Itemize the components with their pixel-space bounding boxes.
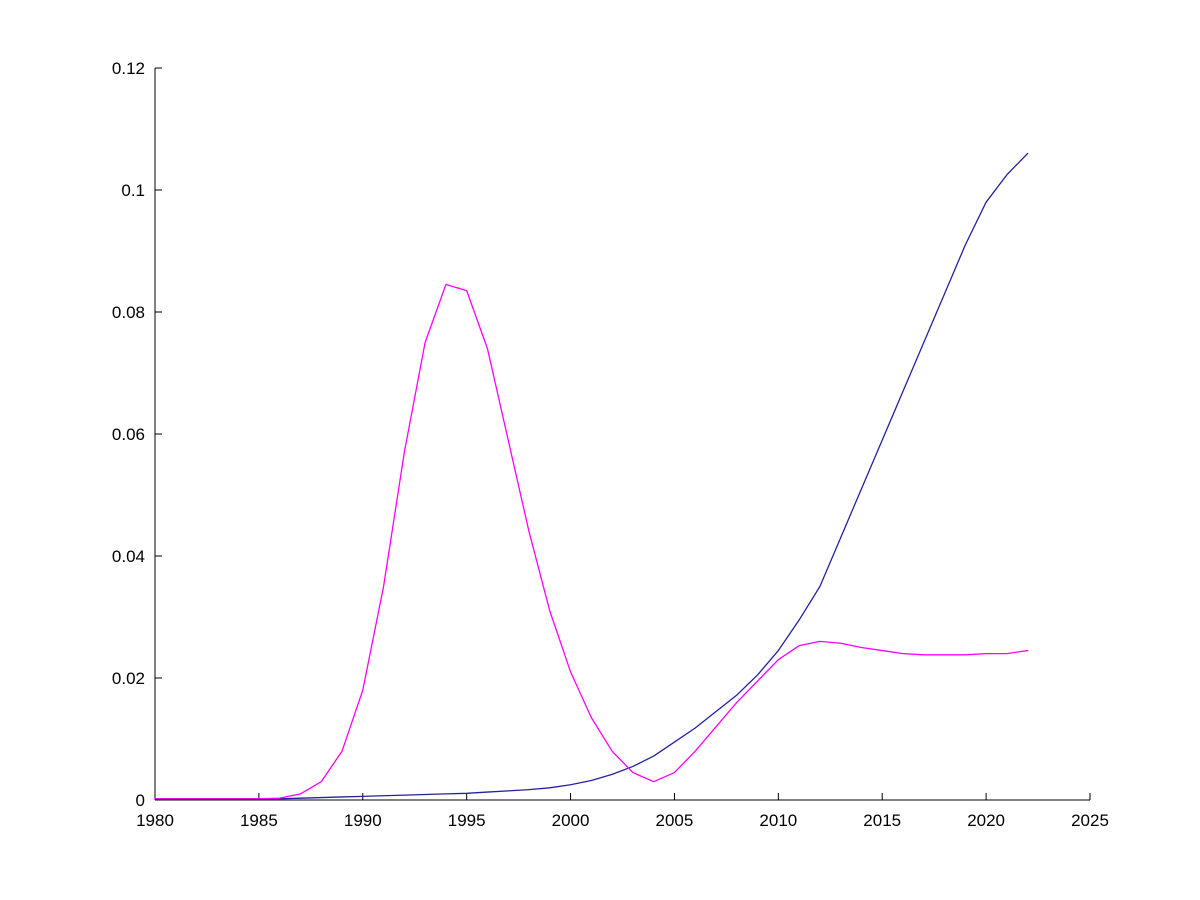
y-tick-label: 0.1 xyxy=(121,181,145,200)
x-tick-label: 1990 xyxy=(344,811,382,830)
x-tick-label: 1985 xyxy=(240,811,278,830)
x-tick-label: 2025 xyxy=(1071,811,1109,830)
y-tick-label: 0.08 xyxy=(112,303,145,322)
x-tick-label: 2020 xyxy=(967,811,1005,830)
y-tick-label: 0.02 xyxy=(112,669,145,688)
x-tick-label: 1995 xyxy=(448,811,486,830)
y-tick-label: 0 xyxy=(136,791,145,810)
magenta-peak-series xyxy=(154,283,1029,800)
x-tick-label: 2005 xyxy=(656,811,694,830)
y-tick-label: 0.06 xyxy=(112,425,145,444)
x-tick-label: 2015 xyxy=(863,811,901,830)
y-tick-label: 0.12 xyxy=(112,59,145,78)
x-tick-label: 2010 xyxy=(759,811,797,830)
y-tick-label: 0.04 xyxy=(112,547,145,566)
blue-rising-series xyxy=(154,152,1029,800)
x-tick-label: 1980 xyxy=(136,811,174,830)
x-tick-label: 2000 xyxy=(552,811,590,830)
